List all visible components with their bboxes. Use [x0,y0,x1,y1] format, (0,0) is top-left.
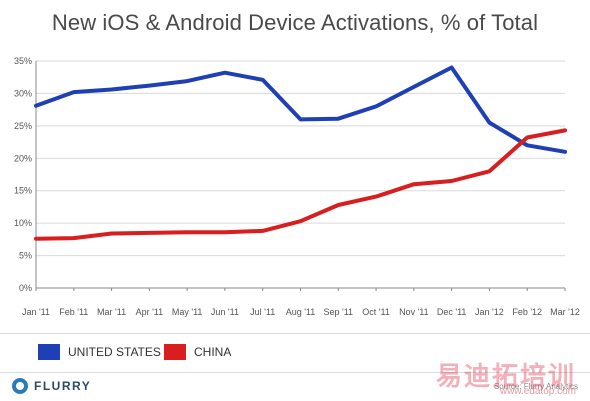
y-tick-label: 15% [14,186,32,196]
legend-item-china: CHINA [164,344,231,360]
x-tick-label: Aug '11 [286,307,316,317]
x-tick-label: Jun '11 [211,307,239,317]
x-tick-label: Apr '11 [136,307,164,317]
chart-legend: UNITED STATES CHINA [0,333,590,373]
y-tick-label: 20% [14,153,32,163]
y-tick-label: 10% [14,218,32,228]
y-tick-label: 5% [19,251,32,261]
line-chart: 0% 5% 10% 15% 20% 25% 30% 35% Jan '11 Feb '11 Mar… [14,56,580,317]
series-lines [34,65,567,241]
watermark-url: www.edatop.com [499,386,576,397]
flurry-logo-text: FLURRY [34,379,92,393]
x-tick-label: Mar '11 [97,307,126,317]
series-line-china [34,128,567,241]
x-tick-label: May '11 [172,307,203,317]
x-tick-label: Feb '12 [512,307,542,317]
legend-swatch-united-states [38,344,60,360]
y-tick-label: 0% [19,283,32,293]
chart-title: New iOS & Android Device Activations, % … [51,10,539,35]
legend-label-china: CHINA [194,345,232,359]
x-tick-label: Nov '11 [399,307,429,317]
x-tick-label: Feb '11 [59,307,88,317]
x-tick-label: Oct '11 [362,307,390,317]
flurry-logo: FLURRY [12,378,91,394]
x-axis: Jan '11 Feb '11 Mar '11 Apr '11 May '11 Jun '… [22,288,580,317]
x-tick-label: Dec '11 [437,307,467,317]
y-tick-label: 25% [14,121,32,131]
y-tick-label: 35% [14,56,32,66]
legend-item-united-states: UNITED STATES [38,344,161,360]
y-tick-label: 30% [14,88,32,98]
source-credit: Source: Flurry Analytics [493,382,578,391]
legend-swatch-china [164,344,186,360]
watermark-text: 易迪拓培训 [435,361,576,391]
grid-lines [36,60,565,289]
x-tick-label: Jul '11 [250,307,275,317]
legend-label-united-states: UNITED STATES [68,345,161,359]
y-axis: 0% 5% 10% 15% 20% 25% 30% 35% [14,56,37,293]
x-tick-label: Mar '12 [550,307,580,317]
footer: FLURRY Source: Flurry Analytics [0,372,590,401]
series-line-united-states [34,65,567,154]
flurry-logo-icon [12,378,28,394]
x-tick-label: Jan '12 [475,307,504,317]
x-tick-label: Sep '11 [323,307,353,317]
x-tick-label: Jan '11 [22,307,50,317]
